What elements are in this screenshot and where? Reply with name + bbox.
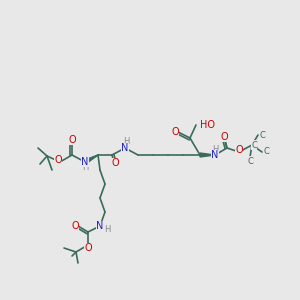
Text: O: O: [54, 155, 62, 165]
Text: O: O: [68, 135, 76, 145]
Text: H: H: [212, 146, 218, 154]
Text: HO: HO: [200, 120, 215, 130]
Text: O: O: [84, 243, 92, 253]
Text: N: N: [211, 150, 219, 160]
Text: C: C: [247, 157, 253, 166]
Text: H: H: [123, 136, 129, 146]
Text: C: C: [259, 130, 265, 140]
Polygon shape: [200, 153, 215, 157]
Text: H: H: [104, 226, 110, 235]
Text: N: N: [96, 221, 104, 231]
Text: N: N: [121, 143, 129, 153]
Text: O: O: [71, 221, 79, 231]
Text: O: O: [171, 127, 179, 137]
Text: C: C: [263, 148, 269, 157]
Text: C: C: [251, 140, 257, 149]
Text: O: O: [235, 145, 243, 155]
Text: H: H: [82, 163, 88, 172]
Polygon shape: [84, 155, 98, 164]
Text: O: O: [220, 132, 228, 142]
Text: N: N: [81, 157, 89, 167]
Text: O: O: [111, 158, 119, 168]
